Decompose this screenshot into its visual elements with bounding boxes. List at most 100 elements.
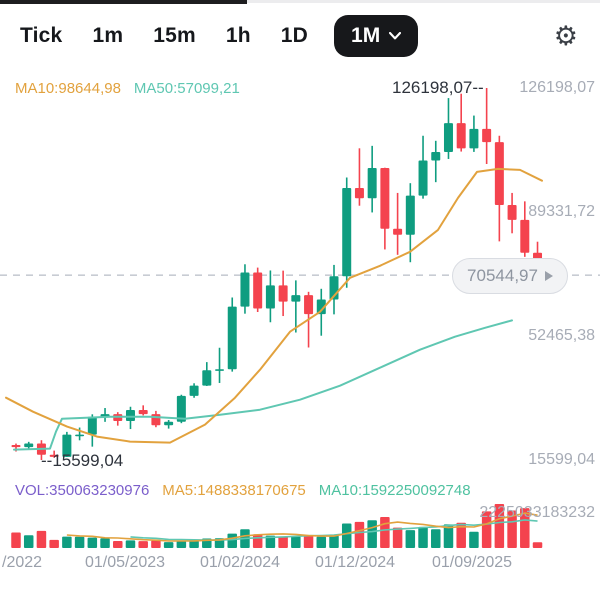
- candle-body: [87, 416, 97, 435]
- candle-body: [456, 123, 466, 149]
- timeframe-tab-tick[interactable]: Tick: [20, 24, 63, 47]
- volume-bar: [87, 537, 98, 548]
- volume-ma10-line: [130, 519, 538, 541]
- candle-body: [291, 295, 301, 302]
- candle-body: [380, 168, 390, 229]
- ma10-line: [5, 167, 543, 444]
- candle-body: [215, 369, 225, 371]
- volume-bar: [113, 540, 123, 548]
- candle-body: [164, 421, 174, 426]
- volume-bar: [278, 536, 288, 548]
- price-axis-label: 52465,38: [528, 327, 595, 344]
- volume-bar: [456, 522, 466, 548]
- volume-bar: [443, 524, 454, 548]
- volume-bar: [481, 511, 492, 548]
- volume-bar: [74, 536, 85, 548]
- low-price-annotation: --15599,04: [41, 451, 124, 470]
- candle-body: [304, 295, 314, 315]
- volume-ma-label-0: VOL:350063230976: [15, 482, 150, 499]
- volume-bar: [367, 520, 377, 548]
- volume-ma-label-1: MA5:1488338170675: [162, 482, 306, 499]
- price-axis-label: 15599,04: [528, 451, 595, 468]
- gear-icon[interactable]: ⚙: [553, 20, 578, 51]
- selected-timeframe-label: 1M: [351, 24, 381, 47]
- ma50-line: [13, 319, 513, 451]
- timeframe-tab-1h[interactable]: 1h: [225, 24, 251, 47]
- volume-bar: [11, 532, 21, 548]
- candle-body: [342, 188, 352, 277]
- scroll-to-latest-icon: [544, 271, 553, 281]
- volume-bar: [494, 504, 505, 548]
- volume-bar: [392, 527, 403, 548]
- candle-body: [278, 285, 288, 302]
- candle-body: [62, 434, 72, 457]
- candle-body: [253, 272, 263, 309]
- top-divider: [247, 0, 600, 3]
- top-overlay-strip: [0, 0, 247, 4]
- candle-body: [24, 443, 34, 448]
- volume-bar: [36, 530, 47, 548]
- candle-body: [227, 306, 237, 370]
- candle-body: [393, 228, 403, 235]
- candle-body: [482, 128, 492, 143]
- candle-body: [367, 168, 377, 199]
- price-axis-label: 126198,07: [519, 79, 595, 96]
- candle-body: [354, 188, 364, 199]
- volume-bar: [23, 535, 34, 548]
- volume-bar: [418, 526, 428, 548]
- volume-bar: [291, 536, 301, 548]
- volume-bar: [380, 517, 390, 548]
- volume-bar: [176, 540, 187, 548]
- volume-ma-label-2: MA10:1592250092748: [318, 482, 471, 499]
- candle-body: [405, 195, 415, 235]
- volume-bar: [62, 536, 72, 548]
- volume-bar: [163, 542, 174, 548]
- time-axis-label: 01/02/2024: [199, 554, 281, 571]
- volume-bar: [227, 533, 237, 548]
- timeframe-tab-15m[interactable]: 15m: [153, 24, 196, 47]
- volume-bar: [329, 535, 339, 548]
- volume-axis-max-label: 2225033183232: [479, 504, 595, 521]
- candle-body: [75, 434, 85, 437]
- candle-body: [125, 409, 135, 421]
- volume-bar: [431, 529, 441, 548]
- candle-body: [151, 414, 161, 426]
- timeframe-tab-1d[interactable]: 1D: [280, 24, 309, 47]
- candle-body: [507, 205, 517, 220]
- volume-bar: [138, 541, 148, 548]
- candle-body: [443, 123, 453, 153]
- price-ma-legend: MA10:98644,98 MA50:57099,21: [15, 80, 240, 97]
- price-ma-label-0: MA10:98644,98: [15, 80, 121, 97]
- candle-body: [189, 385, 199, 396]
- volume-bar: [532, 542, 543, 548]
- current-price-value: 70544,97: [467, 266, 538, 285]
- volume-bar: [341, 523, 352, 548]
- volume-bar: [151, 540, 161, 548]
- selected-timeframe-button[interactable]: 1M: [334, 15, 419, 57]
- volume-bar: [507, 510, 517, 548]
- volume-bar: [405, 530, 416, 548]
- volume-bar: [265, 535, 276, 548]
- time-axis-label: 01/09/2025: [431, 554, 513, 571]
- timeframe-tabs: Tick 1m 15m 1h 1D: [20, 24, 308, 48]
- candle-body: [49, 454, 59, 457]
- candle-body: [520, 219, 530, 253]
- candle-body: [469, 128, 479, 149]
- volume-bar: [316, 536, 327, 548]
- volume-bar: [100, 538, 110, 548]
- timeframe-tab-1m[interactable]: 1m: [92, 24, 124, 47]
- time-axis-label: 01/05/2023: [84, 554, 166, 571]
- candle-body: [240, 272, 250, 307]
- volume-bar: [354, 521, 365, 548]
- volume-bar: [520, 508, 530, 548]
- volume-ma-legend: VOL:350063230976 MA5:1488338170675 MA10:15…: [15, 482, 471, 499]
- timeframe-bar: Tick 1m 15m 1h 1D 1M ⚙: [0, 10, 600, 62]
- time-axis-label: 01/12/2024: [314, 554, 396, 571]
- current-price-pill[interactable]: 70544,97: [452, 258, 568, 294]
- volume-bar: [125, 540, 136, 548]
- candle-body: [431, 152, 441, 161]
- volume-bar: [252, 534, 263, 548]
- volume-bar: [49, 539, 59, 548]
